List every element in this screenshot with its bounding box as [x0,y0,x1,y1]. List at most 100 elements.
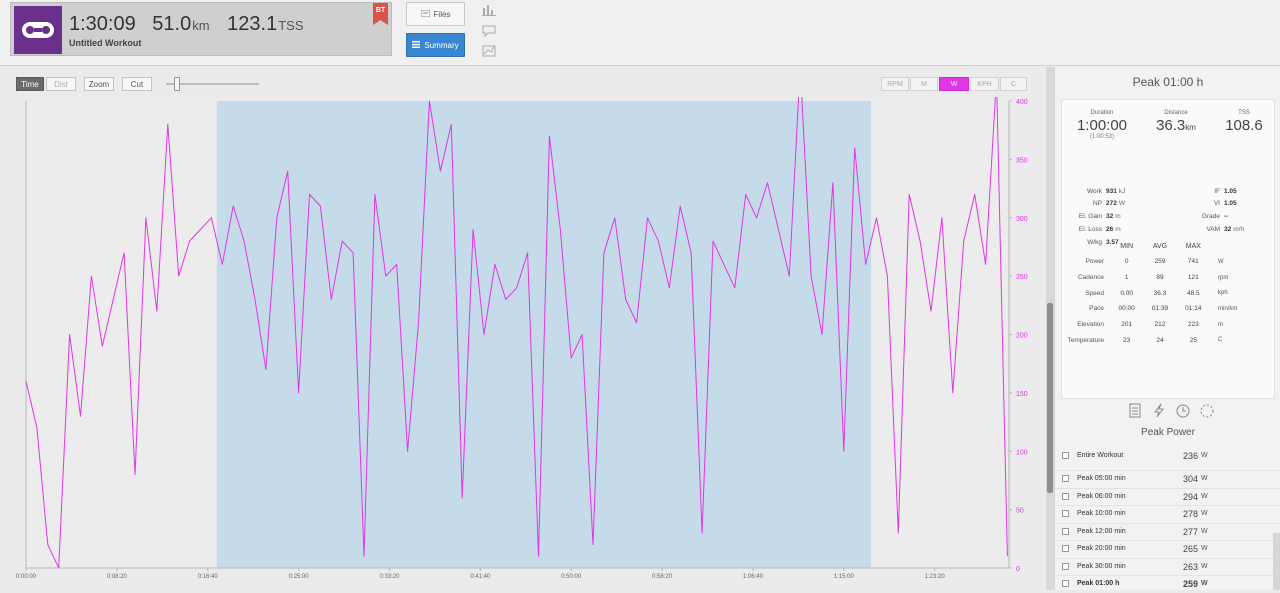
peak-value: 304 [1182,474,1198,484]
x-tick-label: 1:15:00 [834,574,855,580]
duration-stat: Duration 1:00:00 (1:00:53) [1072,110,1132,140]
row-max: 223 [1187,321,1199,329]
table-header-spacer [1066,238,1110,254]
duration-value: 1:00:00 [1076,117,1128,134]
peak-checkbox[interactable] [1062,562,1069,570]
peak-row[interactable]: Peak 06:00 min 294 W [1055,487,1280,506]
peak-checkbox[interactable] [1062,492,1069,500]
y-tick-label: 200 [1016,333,1028,340]
peak-label: Peak 12:00 min [1077,527,1126,535]
vam-row: VAM 32 m/h [1180,226,1244,233]
summary-button[interactable]: Summary [406,33,465,57]
peak-label: Entire Workout [1077,452,1124,459]
files-button[interactable]: Files [406,2,465,26]
row-unit: m [1217,321,1223,328]
peak-row[interactable]: Peak 05:00 min 304 W [1055,470,1280,488]
row-max: 48.5 [1186,289,1200,297]
row-min: 201 [1121,321,1133,329]
metric-kph-button[interactable]: KPH [970,77,999,91]
row-avg: 212 [1154,321,1166,329]
el-loss-value: 26 [1106,226,1114,233]
if-label: IF [1214,188,1220,195]
dashed-circle-icon[interactable] [1200,403,1214,419]
peak-row[interactable]: Peak 20:00 min 265 W [1055,540,1280,558]
peak-row-active[interactable]: Peak 01:00 h 259 W [1055,575,1280,593]
vi-row: VI 1.05 [1180,200,1237,207]
row-avg: 01:39 [1151,305,1169,313]
files-icon [420,9,431,19]
peak-label: Peak 20:00 min [1077,545,1126,552]
chart-scrollbar[interactable] [1046,67,1054,590]
workout-tss: 123.1 [227,13,278,35]
np-value: 272 [1106,200,1117,207]
summary-panel: Peak 01:00 h Duration 1:00:00 (1:00:53) … [1054,67,1280,590]
peak-checkbox[interactable] [1062,527,1069,535]
peak-checkbox[interactable] [1062,545,1069,552]
peak-list-scrollbar[interactable] [1273,533,1280,590]
np-unit: W [1118,200,1125,207]
peak-checkbox[interactable] [1062,580,1069,587]
power-chart[interactable]: 0 50 100 150 200 250 300 350 400 0:00:00 0:08:20 0:… [0,97,1046,590]
row-unit: W [1217,258,1224,265]
x-tick-label: 0:00:00 [16,574,37,580]
peak-label: Peak 05:00 min [1077,475,1126,482]
notes-icon[interactable] [1128,403,1142,419]
chart-panel: Time Dist Zoom Cut RPM M W KPH C 0 50 100 1… [0,67,1046,590]
peak-value: 259 [1182,579,1198,589]
vam-label: VAM [1206,226,1220,233]
vam-unit: m/h [1233,226,1245,233]
peak-checkbox[interactable] [1062,452,1069,459]
duration-sub: (1:00:53) [1089,134,1114,140]
peak-row[interactable]: Entire Workout 236 W [1055,448,1280,470]
top-bar: 1:30:09 51.0km 123.1TSS Untitled Workout… [0,0,1280,66]
distance-stat: Distance 36.3km [1146,110,1206,134]
peak-row[interactable]: Peak 30:00 min 263 W [1055,557,1280,576]
y-tick-label: 400 [1016,99,1028,106]
row-min: 0 [1124,258,1129,266]
distance-axis-button[interactable]: Dist [46,77,76,91]
metric-rpm-button[interactable]: RPM [881,77,909,91]
x-tick-label: 0:50:00 [561,574,582,580]
peak-checkbox[interactable] [1062,510,1069,517]
comment-icon[interactable] [482,24,496,38]
cut-button[interactable]: Cut [122,77,152,91]
time-axis-button[interactable]: Time [16,77,44,91]
peak-power-title: Peak Power [1141,427,1195,438]
smoothing-slider-thumb[interactable] [174,77,180,91]
row-unit: C [1217,337,1223,344]
el-loss-label: El. Loss [1078,226,1102,233]
clock-icon[interactable] [1176,403,1190,419]
row-label: Power [1085,258,1104,266]
zoom-button[interactable]: Zoom [84,77,114,91]
peak-checkbox[interactable] [1062,475,1069,482]
wkg-label: W/kg [1087,239,1102,246]
distance-value: 36.3km [1146,117,1206,134]
row-min: 00:00 [1118,305,1135,313]
grade-value: -- [1224,213,1229,220]
summary-box: Duration 1:00:00 (1:00:53) Distance 36.3… [1061,99,1275,399]
peak-row[interactable]: Peak 12:00 min 277 W [1055,522,1280,541]
table-header-avg: AVG [1152,242,1168,250]
grade-label: Grade [1201,213,1220,220]
workout-title[interactable]: Untitled Workout [69,38,142,48]
metric-m-button[interactable]: M [910,77,938,91]
el-gain-unit: m [1115,213,1121,220]
x-tick-label: 0:58:20 [652,574,673,580]
metric-c-button[interactable]: C [1000,77,1027,91]
peak-unit: W [1201,545,1208,552]
metric-w-button[interactable]: W [939,77,969,91]
y-tick-label: 350 [1016,157,1028,164]
chart-scrollbar-thumb[interactable] [1047,303,1053,493]
peak-value: 294 [1182,491,1198,502]
lightning-icon[interactable] [1152,403,1166,419]
work-row: Work 931 kJ [1062,188,1125,195]
selection-title: Peak 01:00 h [1132,75,1204,89]
graph-icon[interactable] [482,44,496,57]
peak-row[interactable]: Peak 10:00 min 278 W [1055,505,1280,523]
bar-chart-icon[interactable] [482,3,496,16]
row-avg: 259 [1154,258,1166,266]
peak-unit: W [1201,475,1208,482]
row-max: 25 [1189,336,1197,344]
x-tick-label: 0:25:00 [289,574,310,580]
smoothing-slider[interactable] [166,83,259,85]
